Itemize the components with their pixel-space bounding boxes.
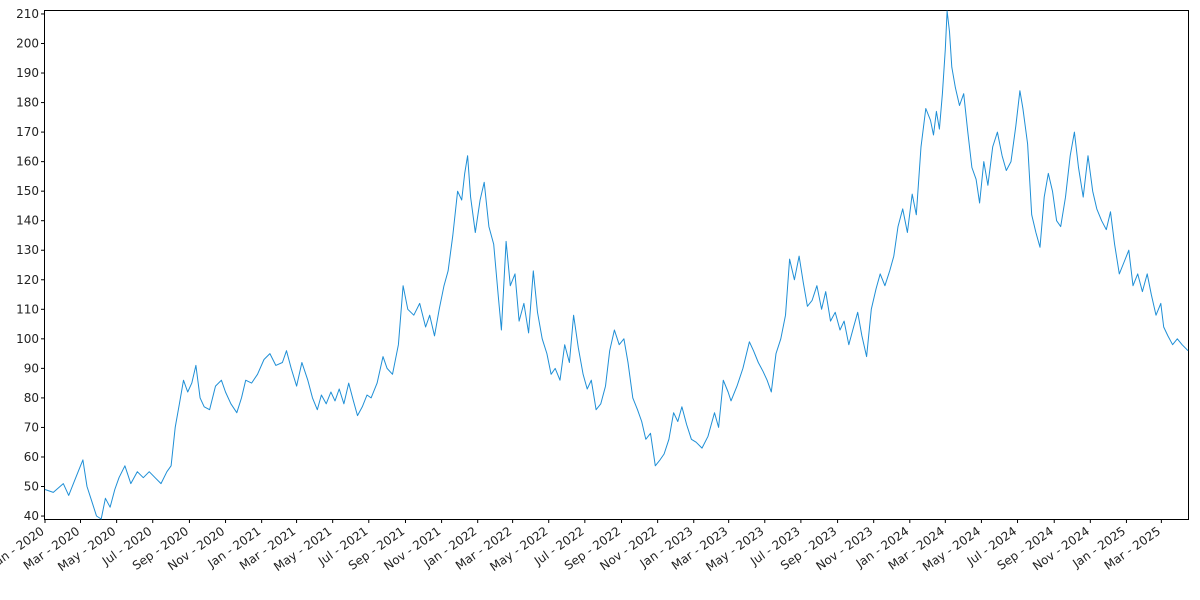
y-tick-label: 180: [16, 96, 39, 110]
y-tick-label: 190: [16, 66, 39, 80]
y-tick-label: 70: [24, 420, 39, 434]
y-tick-label: 200: [16, 36, 39, 50]
y-tick-label: 140: [16, 214, 39, 228]
y-tick-label: 160: [16, 155, 39, 169]
series-layer: [44, 10, 1189, 520]
y-tick-label: 150: [16, 184, 39, 198]
plot-frame: [44, 10, 1189, 520]
y-tick-label: 90: [24, 361, 39, 375]
series-line-0: [44, 10, 1189, 520]
y-tick-label: 40: [24, 509, 39, 523]
y-tick-label: 50: [24, 480, 39, 494]
y-tick-label: 170: [16, 125, 39, 139]
y-axis: 40 50 60 70 80 90 100 110 120 130 140 150 160 170 180 1…: [16, 7, 45, 523]
y-tick-label: 60: [24, 450, 39, 464]
y-tick-label: 210: [16, 7, 39, 21]
y-tick-label: 130: [16, 243, 39, 257]
y-tick-label: 100: [16, 332, 39, 346]
y-tick-label: 110: [16, 302, 39, 316]
y-tick-label: 80: [24, 391, 39, 405]
y-tick-label: 120: [16, 273, 39, 287]
